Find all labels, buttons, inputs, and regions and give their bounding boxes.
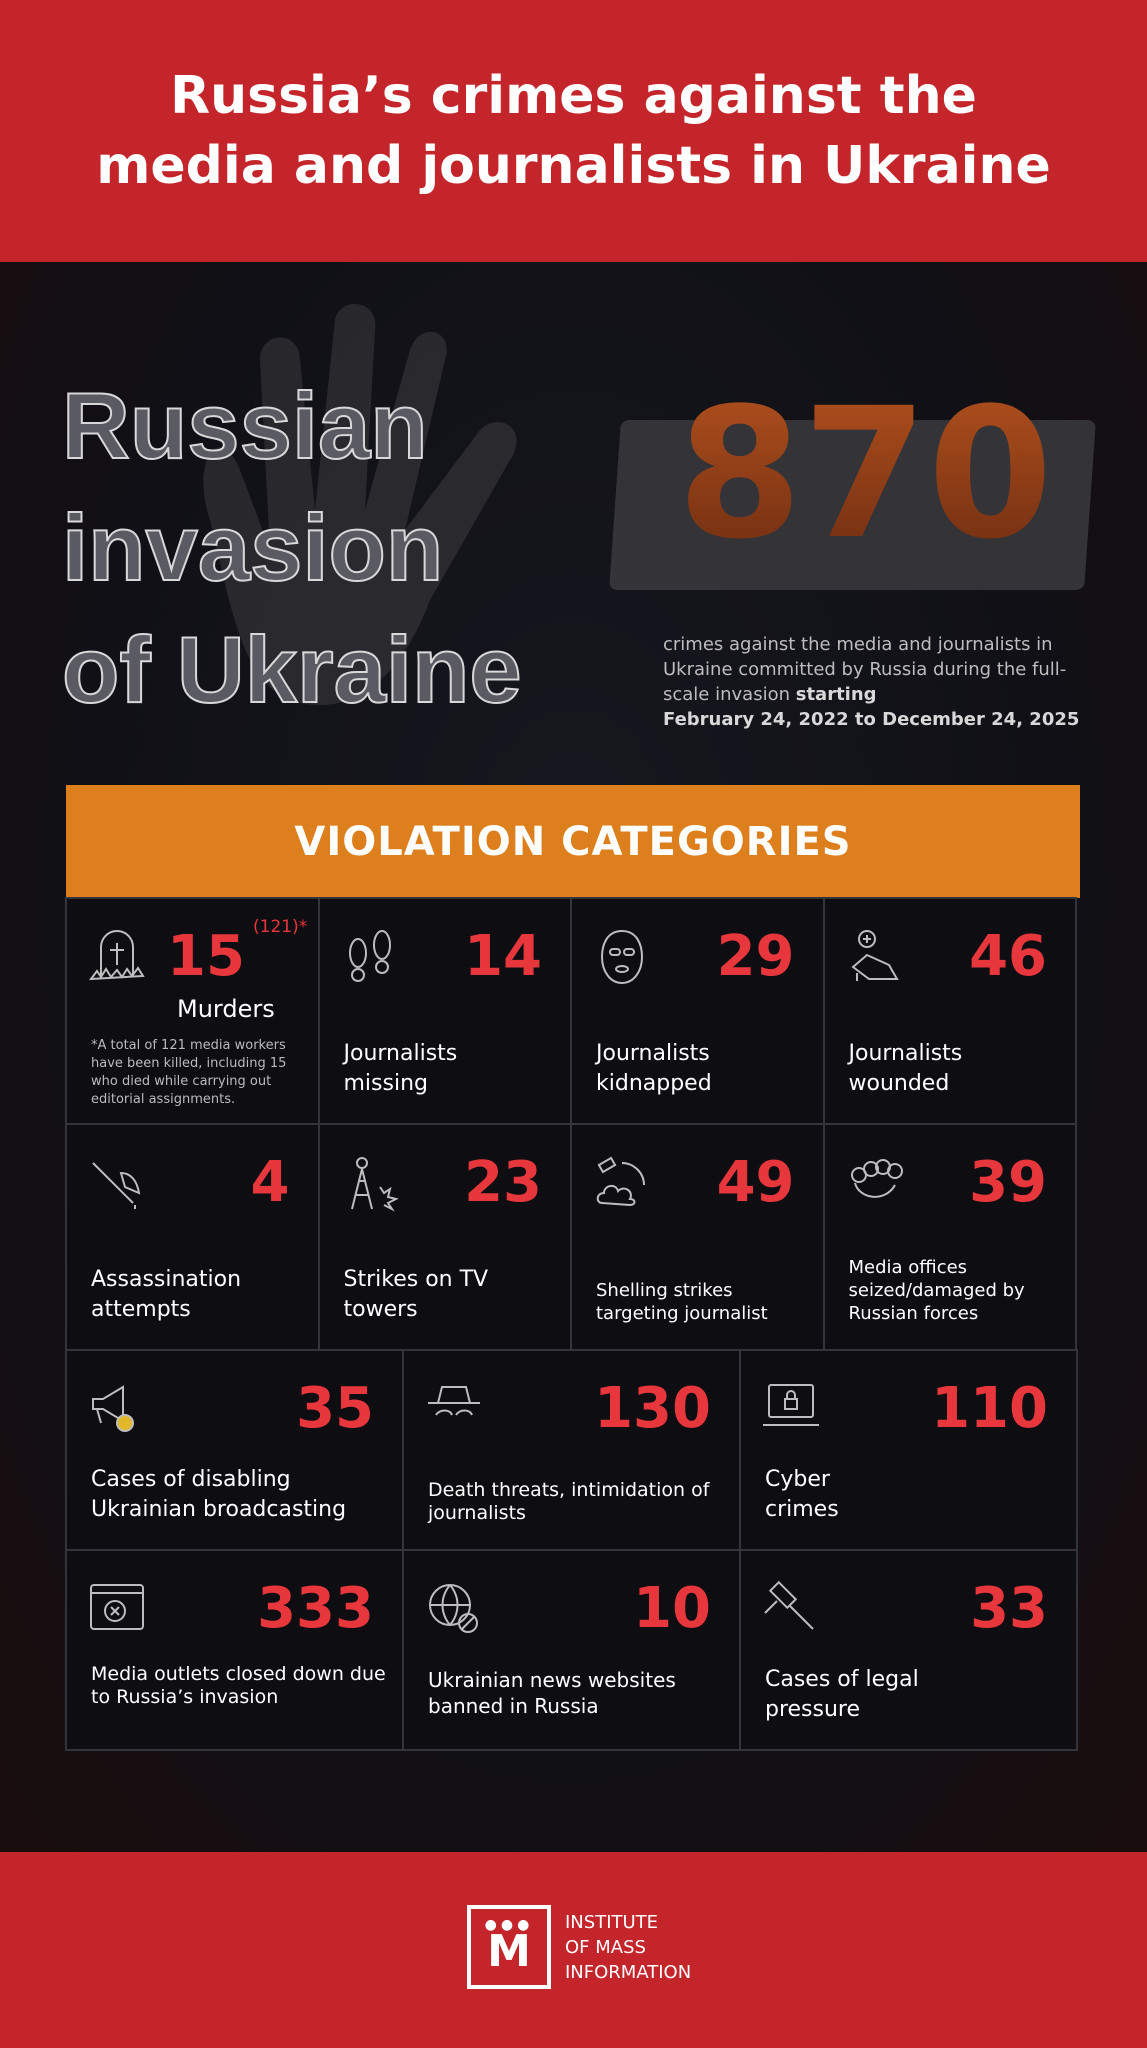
category-death-threats: 130 Death threats, intimidation of journ… [402,1349,741,1551]
logo-text: INSTITUTE OF MASS INFORMATION [565,1910,691,1985]
footprints-icon [348,930,391,982]
outline-line: Russian [61,372,429,479]
shelling-icon [596,1156,645,1207]
grave-icon [88,930,145,981]
category-value: 23 [464,1150,542,1215]
logo-text-line: INSTITUTE [565,1911,659,1933]
megaphone-icon [92,1385,134,1432]
description-text: crimes against the media and journalists… [663,634,1067,705]
globe-ban-icon [429,1584,478,1633]
category-broadcasting: 35 Cases of disabling Ukrainian broadcas… [65,1349,404,1551]
category-wounded: 46 Journalists wounded [822,897,1077,1125]
category-label: Media offices seized/damaged by Russian … [848,1257,1025,1324]
total-count: 870 [640,370,1090,580]
category-missing: 14 Journalists missing [317,897,572,1125]
page-title: Russia’s crimes against the media and jo… [96,66,1051,196]
wounded-hand-icon [850,930,899,981]
category-label: Cases of disabling Ukrainian broadcastin… [91,1467,347,1522]
category-note: *A total of 121 media workers have been … [91,1038,287,1107]
category-shelling: 49 Shelling strikes targeting journalist [570,1123,825,1351]
categories-banner: VIOLATION CATEGORIES [66,785,1080,898]
category-legal-pressure: 33 Cases of legal pressure [739,1549,1078,1751]
balaclava-icon [600,929,644,985]
category-label: Assassination attempts [91,1267,242,1322]
categories-grid: 15 (121)* Murders *A total of 121 media … [65,897,1080,1751]
category-assassination: 4 Assassination attempts [65,1123,320,1351]
logo-text-line: INFORMATION [565,1961,692,1983]
category-label: Death threats, intimidation of journalis… [428,1479,710,1524]
category-value: 29 [716,924,795,989]
brass-knuckles-icon [850,1159,903,1198]
category-value: 4 [250,1150,290,1215]
logo-mark: ●●● M [467,1905,551,1989]
category-superscript: (121)* [253,917,308,937]
axe-icon [92,1162,141,1209]
handprint-icon [203,303,517,706]
category-label: Journalists wounded [848,1041,963,1096]
category-cyber: 110 Cyber crimes [739,1349,1078,1551]
category-value: 110 [931,1376,1048,1441]
category-media-offices: 39 Media offices seized/damaged by Russi… [822,1123,1077,1351]
category-value: 10 [633,1576,711,1641]
category-kidnapped: 29 Journalists kidnapped [570,897,825,1125]
gavel-icon [764,1580,814,1630]
description-bold: starting [795,684,877,705]
logo-letter: M [487,1926,531,1977]
category-murders: 15 (121)* Murders *A total of 121 media … [65,897,320,1125]
header: Russia’s crimes against the media and jo… [0,0,1147,262]
logo-text-line: OF MASS [565,1936,646,1958]
category-label: Cases of legal pressure [765,1667,919,1722]
laptop-lock-icon [763,1384,819,1426]
footer [0,1852,1147,2048]
category-value: 46 [969,924,1047,989]
category-label: Media outlets closed down due to Russia’… [91,1663,386,1708]
spy-hat-icon [428,1386,480,1416]
tv-tower-strike-icon [350,1157,399,1212]
imi-logo: ●●● M INSTITUTE OF MASS INFORMATION [467,1905,691,1989]
category-tv-towers: 23 Strikes on TV towers [317,1123,572,1351]
category-label: Journalists kidnapped [596,1041,712,1096]
hero-outline-title: Russian invasion of Ukraine [61,365,622,731]
category-value: 14 [464,924,542,989]
category-label: Journalists missing [343,1041,458,1096]
category-label: Strikes on TV towers [343,1267,489,1322]
outline-line: invasion [61,494,444,601]
category-label: Ukrainian news websites banned in Russia [428,1668,676,1718]
category-value: 15 [167,924,245,989]
category-label: Shelling strikes targeting journalist [596,1280,768,1324]
outline-line: of Ukraine [61,616,523,723]
closed-browser-icon [90,1584,144,1630]
category-outlets-closed: 333 Media outlets closed down due to Rus… [65,1549,404,1751]
category-label: Cyber crimes [765,1467,839,1522]
category-value: 39 [969,1150,1047,1215]
category-websites-banned: 10 Ukrainian news websites banned in Rus… [402,1549,741,1751]
category-value: 130 [594,1376,711,1441]
total-description: crimes against the media and journalists… [663,632,1103,732]
category-value: 49 [716,1150,795,1215]
date-range: February 24, 2022 to December 24, 2025 [663,709,1080,730]
category-value: 33 [970,1576,1048,1641]
category-label: Murders [177,995,275,1023]
category-value: 333 [257,1576,374,1641]
category-value: 35 [296,1376,374,1441]
